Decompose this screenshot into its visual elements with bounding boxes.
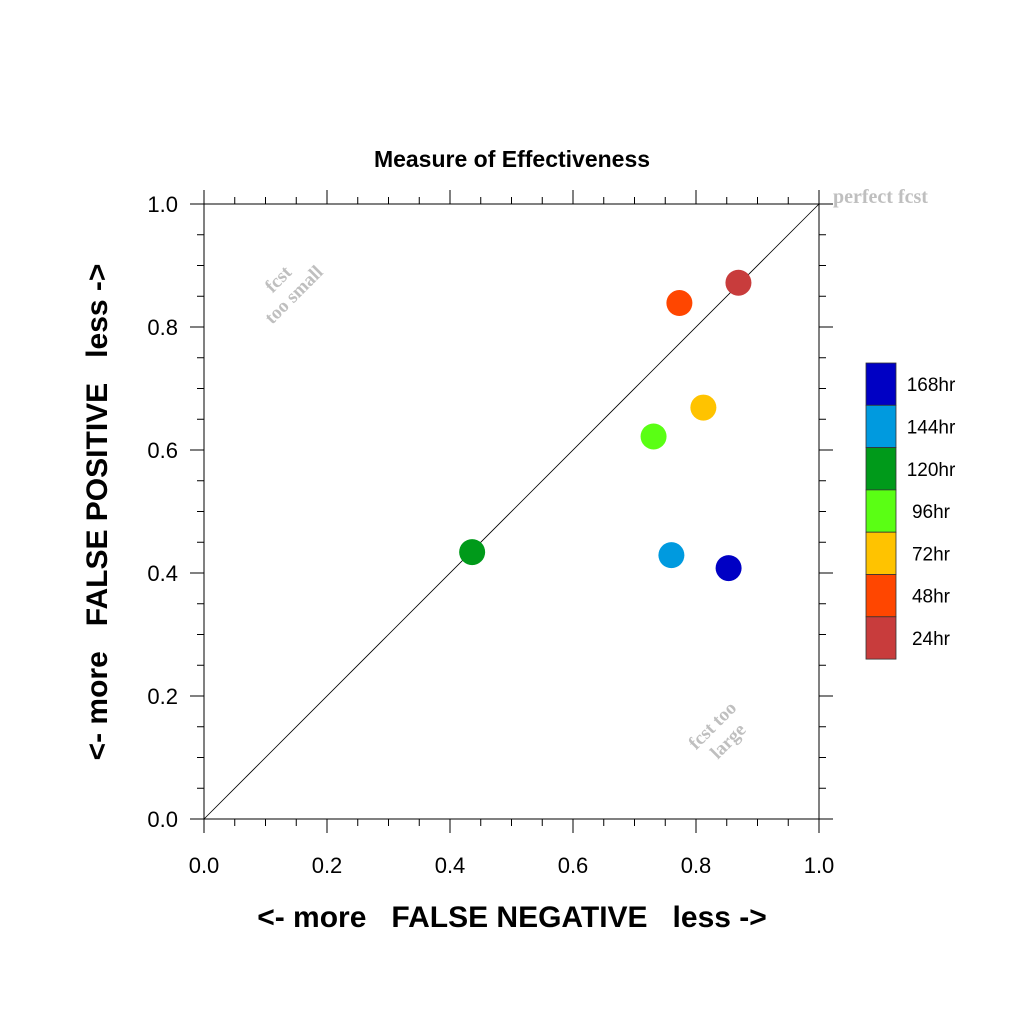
legend-swatch-96hr: [865, 489, 897, 533]
legend-swatch-144hr: [865, 404, 897, 448]
diagonal-reference-line: [203, 203, 820, 820]
legend-label-144hr: 144hr: [907, 417, 956, 438]
y-tick-label: 0.8: [147, 315, 178, 340]
legend-label-120hr: 120hr: [907, 460, 956, 481]
legend-swatch-72hr: [865, 531, 897, 575]
x-tick-label: 0.8: [681, 853, 712, 878]
x-tick-label: 0.6: [558, 853, 589, 878]
legend-swatch-24hr: [865, 616, 897, 660]
plot-area: 0.0 0.2 0.4 0.6 0.8 1.0 0.0 0.2 0.4 0.6 0.8 1.0: [147, 190, 834, 878]
y-tick-label: 0.0: [147, 807, 178, 832]
too-small-annotation: fcst too small: [261, 262, 328, 329]
y-tick-label: 0.2: [147, 684, 178, 709]
x-tick-label: 1.0: [804, 853, 835, 878]
x-tick-label: 0.2: [312, 853, 343, 878]
x-axis-label: <- more FALSE NEGATIVE less ->: [257, 901, 767, 934]
legend-label-48hr: 48hr: [912, 587, 951, 608]
x-tick-label: 0.0: [189, 853, 220, 878]
data-point-168hr: [715, 555, 742, 582]
chart-title: Measure of Effectiveness: [374, 146, 650, 172]
legend-label-96hr: 96hr: [912, 502, 951, 523]
y-tick-label: 0.4: [147, 561, 178, 586]
data-point-120hr: [459, 539, 486, 566]
x-tick-label: 0.4: [435, 853, 466, 878]
perfect-forecast-annotation: perfect fcst: [833, 186, 928, 208]
data-point-24hr: [725, 269, 752, 296]
data-point-48hr: [666, 290, 693, 317]
legend-label-72hr: 72hr: [912, 544, 951, 565]
legend-label-168hr: 168hr: [907, 375, 956, 396]
too-large-annotation: fcst too large: [685, 698, 751, 764]
legend-swatch-48hr: [865, 574, 897, 618]
legend: 168hr 144hr 120hr 96hr 72hr 48hr 24hr: [865, 362, 956, 660]
data-point-96hr: [640, 423, 667, 450]
legend-swatch-168hr: [865, 362, 897, 406]
data-point-144hr: [658, 542, 685, 569]
y-tick-label: 0.6: [147, 438, 178, 463]
y-axis-label: <- more FALSE POSITIVE less ->: [81, 264, 114, 761]
data-point-72hr: [690, 394, 717, 421]
y-tick-label: 1.0: [147, 192, 178, 217]
legend-swatch-120hr: [865, 447, 897, 491]
legend-label-24hr: 24hr: [912, 629, 951, 650]
